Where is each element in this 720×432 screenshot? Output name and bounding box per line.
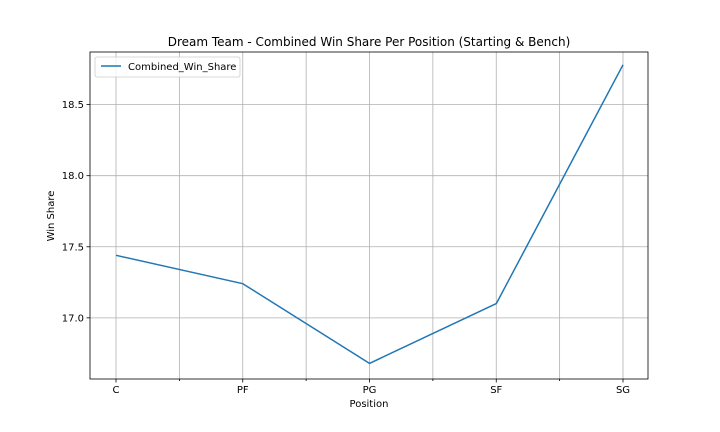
x-tick-label: PF bbox=[237, 385, 249, 396]
y-gridlines bbox=[90, 104, 648, 319]
chart-title: Dream Team - Combined Win Share Per Posi… bbox=[168, 35, 571, 49]
plot-background bbox=[90, 52, 648, 379]
y-tick-label: 18.0 bbox=[62, 171, 84, 182]
x-tick-label: SG bbox=[616, 385, 630, 396]
series-layer bbox=[115, 64, 624, 365]
x-gridlines bbox=[115, 52, 624, 379]
plot-frame bbox=[89, 51, 649, 380]
x-tick-label: SF bbox=[490, 385, 502, 396]
x-axis-label: Position bbox=[350, 399, 389, 410]
plot-area bbox=[89, 51, 649, 380]
x-tick-label: C bbox=[113, 385, 120, 396]
x-axis: C PF PG SF SG bbox=[113, 379, 630, 396]
y-tick-label: 18.5 bbox=[62, 100, 84, 111]
x-tick-label: PG bbox=[363, 385, 377, 396]
legend-box bbox=[94, 56, 241, 78]
y-axis-label: Win Share bbox=[46, 191, 57, 242]
legend-label: Combined_Win_Share bbox=[128, 62, 236, 73]
legend: Combined_Win_Share bbox=[94, 56, 241, 78]
y-tick-label: 17.0 bbox=[62, 313, 84, 324]
y-axis: 17.0 17.5 18.0 18.5 bbox=[62, 100, 90, 324]
y-tick-label: 17.5 bbox=[62, 242, 84, 253]
